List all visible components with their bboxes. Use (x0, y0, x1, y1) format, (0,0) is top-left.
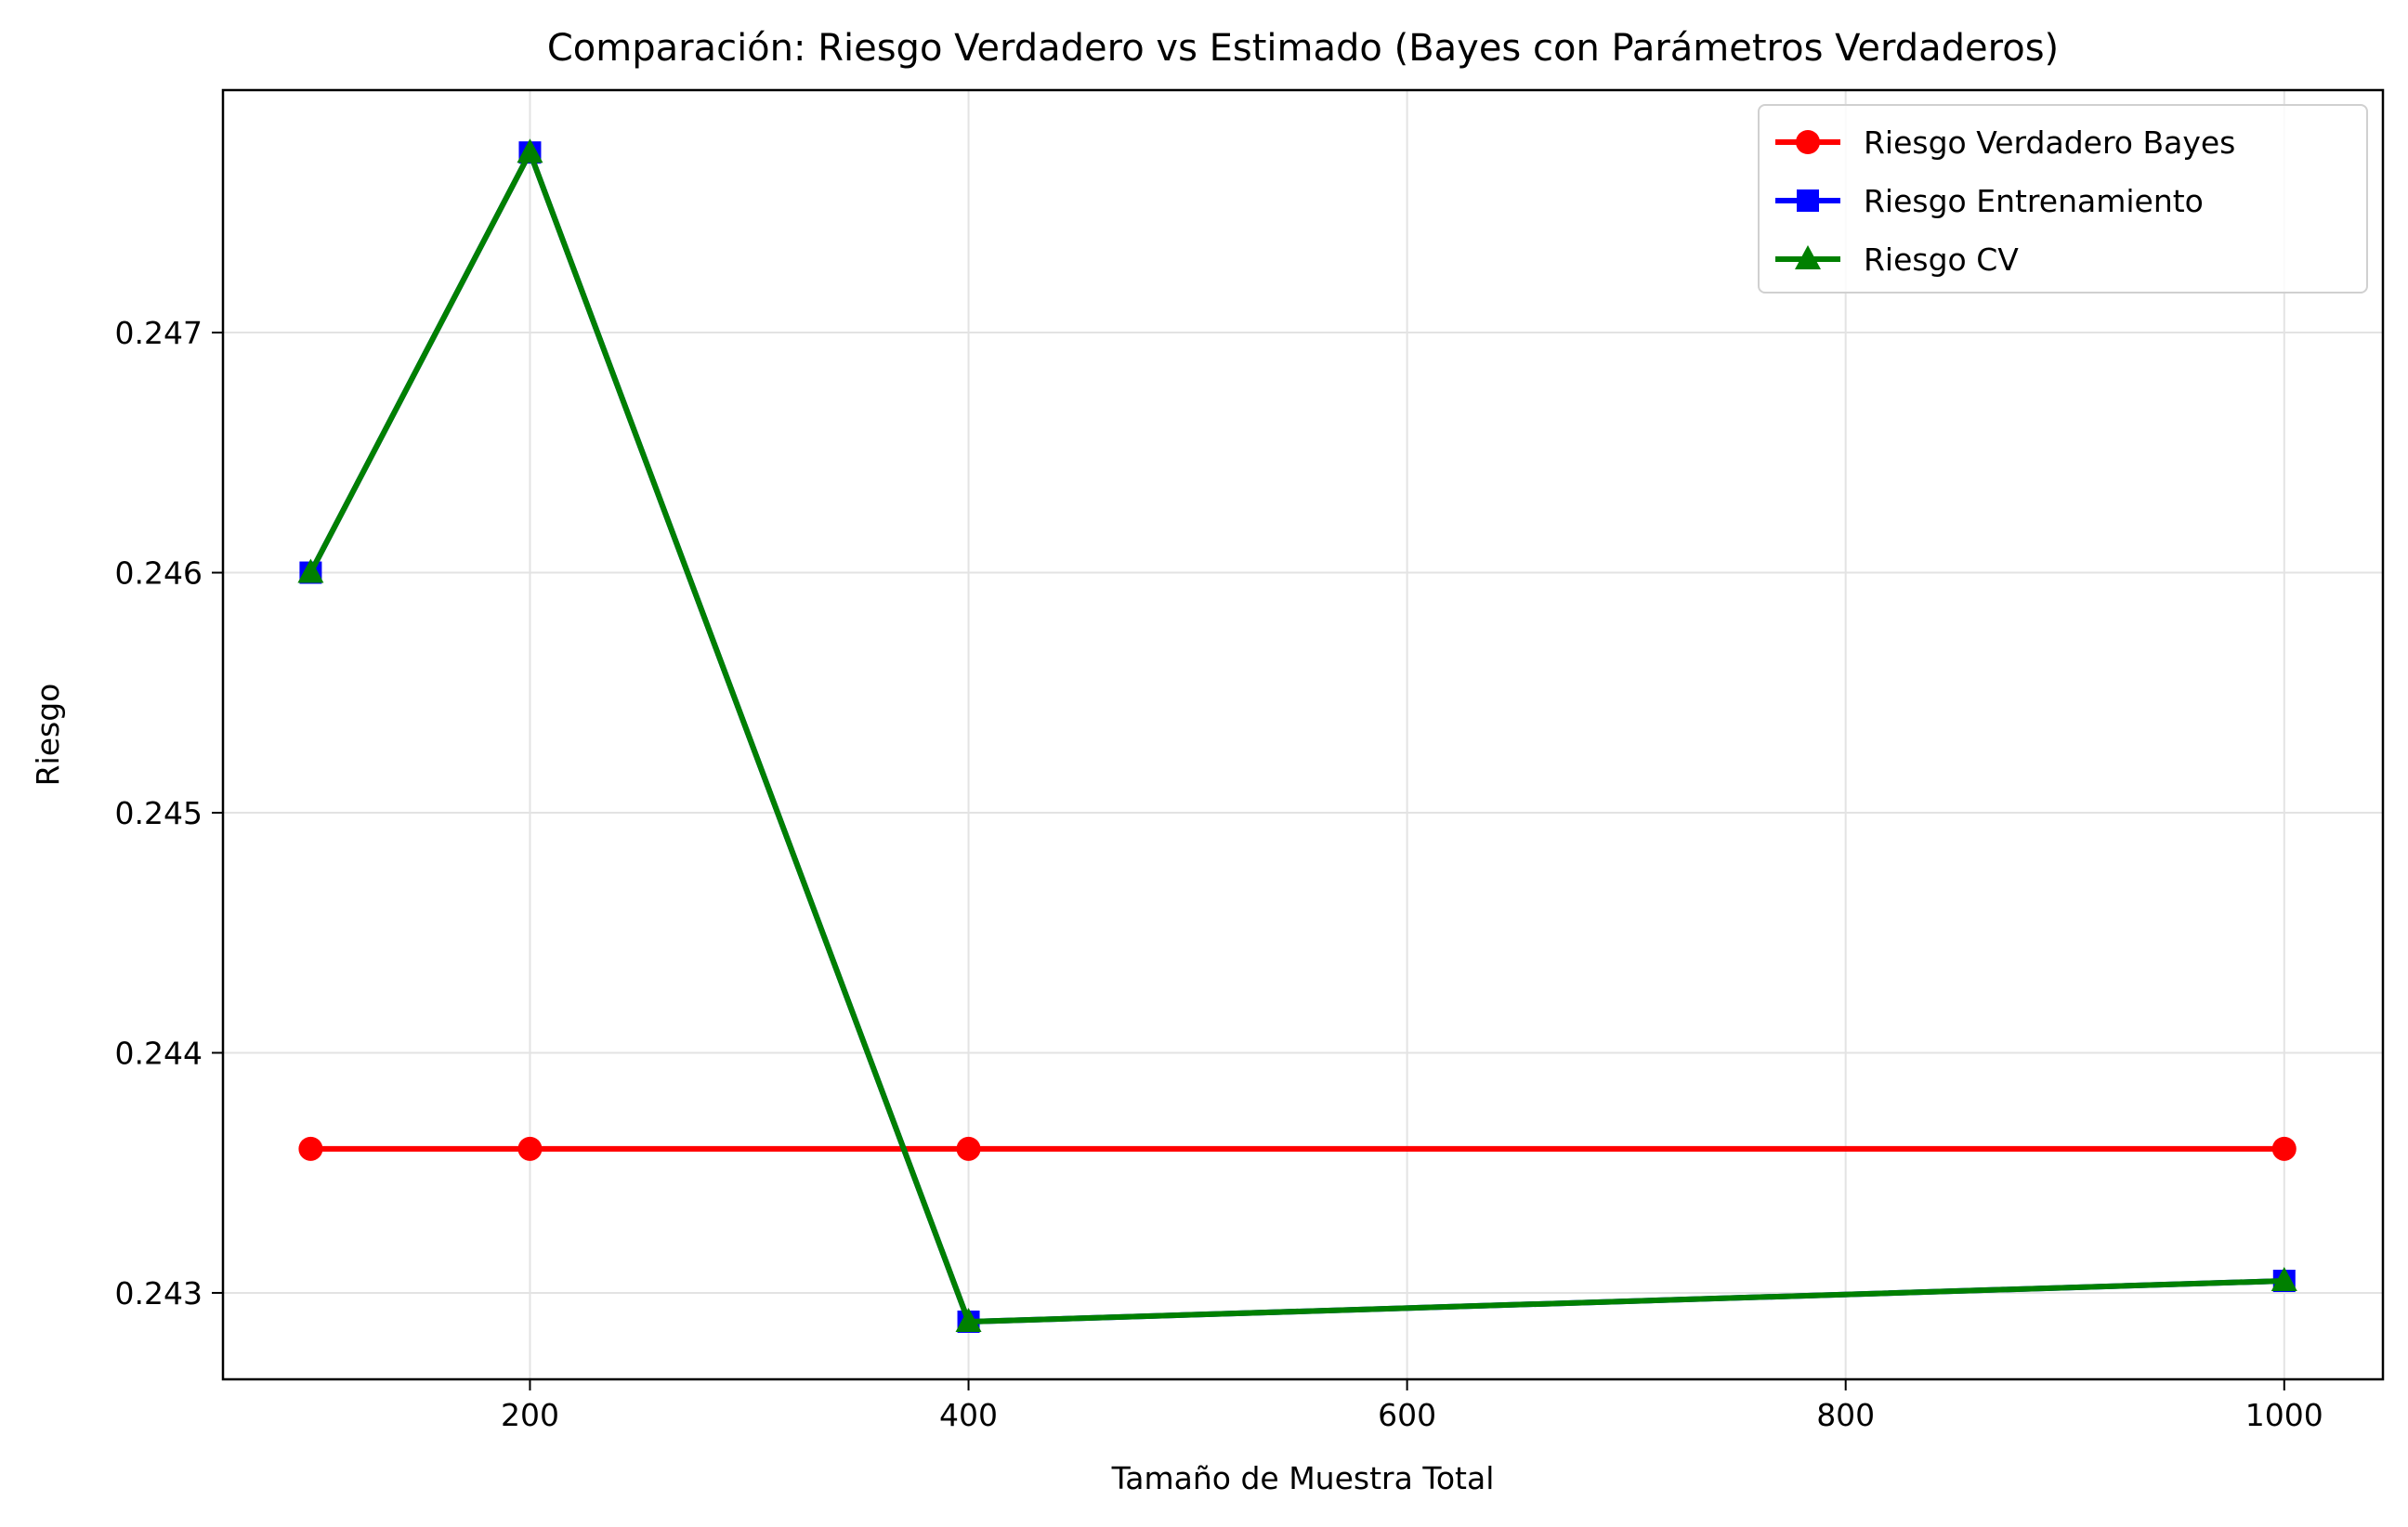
x-tick-label: 600 (1378, 1397, 1436, 1433)
series-3 (297, 138, 2297, 1332)
legend-label: Riesgo Verdadero Bayes (1864, 124, 2235, 161)
series-line (308, 150, 2287, 1325)
legend: Riesgo Verdadero Bayes Riesgo Entrenamien… (1758, 104, 2368, 294)
y-tick-label: 0.247 (115, 315, 203, 351)
y-tick-label: 0.243 (115, 1275, 203, 1312)
legend-item: Riesgo CV (1775, 241, 2019, 278)
data-point (297, 558, 324, 583)
legend-item: Riesgo Verdadero Bayes (1775, 124, 2235, 161)
legend-marker (1797, 189, 1819, 212)
x-axis: 200 400 600 800 1000 (501, 1379, 2323, 1433)
legend-marker (1795, 245, 1821, 269)
series-1 (298, 1136, 2297, 1161)
legend-label: Riesgo Entrenamiento (1864, 183, 2204, 219)
y-axis-label: Riesgo (30, 684, 66, 787)
x-axis-label: Tamaño de Muestra Total (1111, 1460, 1495, 1496)
x-tick-label: 200 (501, 1397, 559, 1433)
grid (223, 90, 2383, 1379)
legend-box (1758, 104, 2368, 294)
plot-frame (221, 88, 2385, 1381)
data-point (298, 1136, 323, 1161)
data-point (517, 138, 543, 163)
y-tick-label: 0.245 (115, 795, 203, 831)
y-tick-label: 0.246 (115, 555, 203, 592)
data-point (955, 1307, 982, 1332)
data-point (2271, 1136, 2297, 1161)
x-tick-label: 800 (1816, 1397, 1875, 1433)
legend-label: Riesgo CV (1864, 241, 2019, 278)
x-tick-label: 1000 (2245, 1397, 2323, 1433)
y-axis: 0.243 0.244 0.245 0.246 0.247 (115, 315, 223, 1312)
x-tick-label: 400 (939, 1397, 998, 1433)
data-point (956, 1136, 981, 1161)
series-lines (297, 138, 2297, 1333)
data-point (2271, 1267, 2297, 1292)
legend-item: Riesgo Entrenamiento (1775, 183, 2204, 219)
y-tick-label: 0.244 (115, 1035, 203, 1071)
legend-marker (1796, 130, 1820, 154)
chart-title: Comparación: Riesgo Verdadero vs Estimad… (547, 27, 2059, 70)
data-point (517, 1136, 543, 1161)
